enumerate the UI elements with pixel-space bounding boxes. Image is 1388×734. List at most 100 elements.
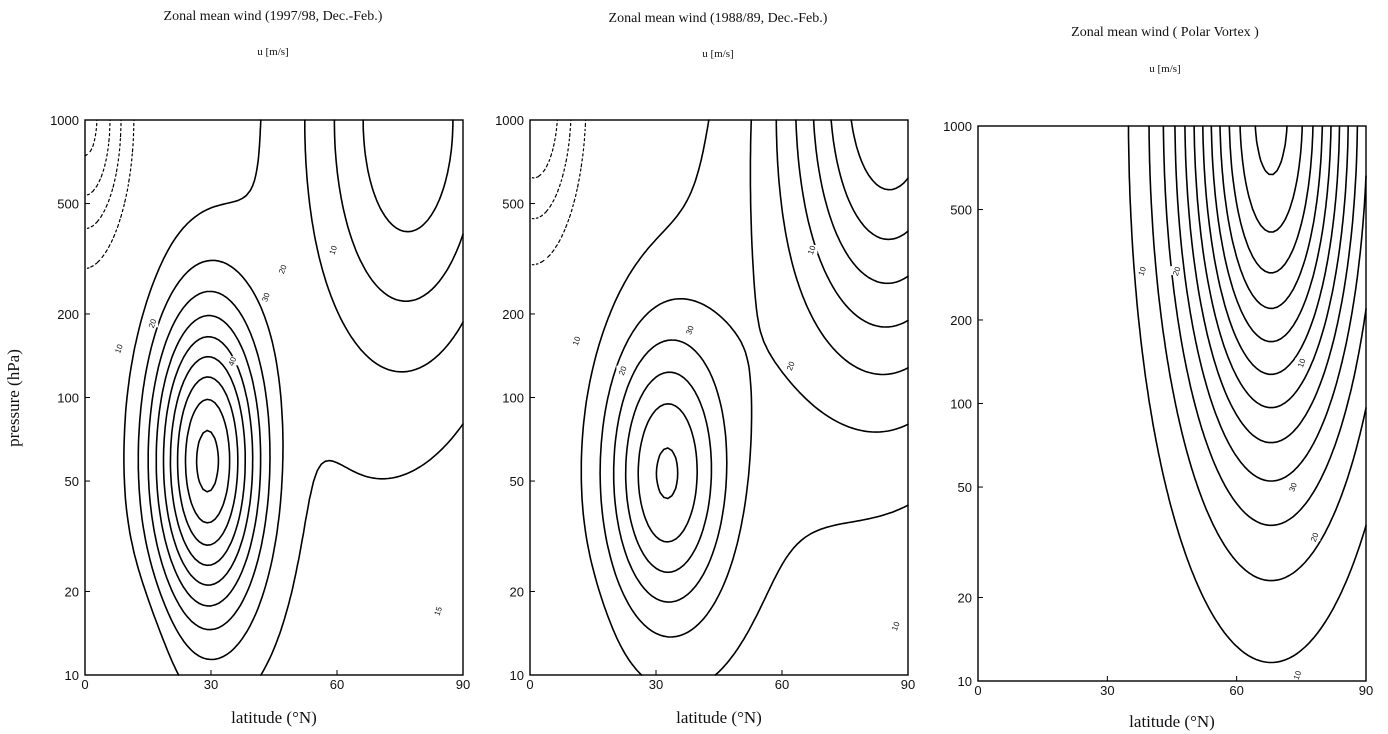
y-tick-label: 10 [958,674,972,689]
panel-3-contours: 10 20 10 20 30 10 [1127,125,1367,681]
panel-2: Zonal mean wind (1988/89, Dec.-Feb.) u [… [495,11,915,727]
panel-3-subtitle: u [m/s] [1149,63,1180,75]
panel-3-frame [977,125,1367,682]
y-tick-label: 200 [57,307,79,322]
contour-line-pos20 [1174,125,1367,482]
x-tick-label: 90 [901,677,915,692]
contour-line-neg15 [84,119,111,197]
contour-line-pos35 [1202,125,1341,376]
x-tick-label: 60 [1229,683,1243,698]
contour-label-bg [784,360,797,370]
contour-line-pos50 [1228,125,1314,274]
contour-line-pos25 [1184,125,1359,444]
contour-line-pos40 [1210,125,1332,343]
contour-label: 20 [147,317,159,329]
contour-line-pos30 [655,119,909,500]
contour-line-pos10 [137,119,464,661]
contour-label: 10 [890,620,902,632]
contour-line-neg5 [529,119,587,266]
y-tick-label: 1000 [50,113,79,128]
y-tick-label: 100 [502,391,524,406]
contour-label-bg [1295,357,1308,367]
contour-line-neg10 [529,119,572,220]
y-tick-label: 1000 [495,113,524,128]
panel-3: Zonal mean wind ( Polar Vortex ) u [m/s]… [943,25,1373,731]
y-tick-label: 500 [502,197,524,212]
contour-label-bg [326,245,339,255]
contour-label: 10 [1137,265,1149,277]
contour-line-pos5 [580,119,909,676]
contour-line-pos35 [176,376,239,546]
x-tick-label: 30 [204,677,218,692]
panel-2-contours: 10 20 30 20 10 10 [529,119,909,676]
contour-label: 20 [1171,265,1183,277]
y-tick-label: 100 [57,391,79,406]
contour-label: 15 [433,605,445,617]
panel-2-x-axis-label: latitude (°N) [676,708,762,727]
contour-line-pos30 [169,355,246,567]
contour-line-pos20 [624,119,909,574]
contour-label: 20 [785,360,797,372]
contour-label: 10 [113,343,125,355]
contour-label-bg [1291,670,1304,680]
panel-3-ticks: 0 30 60 90 10 20 50 100 200 500 1000 [943,119,1373,698]
contour-line-pos40 [184,398,231,524]
contour-label: 30 [260,291,272,303]
contour-label: 30 [684,324,696,336]
contour-label: 40 [227,355,239,367]
contour-label: 10 [1292,669,1304,681]
panel-1-contours: 10 20 40 30 20 10 15 [84,119,464,676]
contour-line-pos15 [1162,125,1367,527]
contour-label-bg [226,356,238,366]
y-tick-label: 1000 [943,119,972,134]
panel-2-ticks: 0 30 60 90 10 20 50 100 200 500 1000 [495,113,915,692]
panel-3-x-axis-label: latitude (°N) [1129,712,1215,731]
contour-label-bg [276,264,289,274]
y-tick-label: 500 [950,203,972,218]
y-axis-label: pressure (hPa) [4,349,23,447]
x-tick-label: 60 [775,677,789,692]
y-tick-label: 100 [950,397,972,412]
y-tick-label: 20 [65,584,79,599]
y-tick-label: 10 [65,668,79,683]
y-tick-label: 50 [65,474,79,489]
contour-label: 10 [571,335,583,347]
contour-label-bg [146,318,159,328]
contour-line-pos55 [1239,125,1303,233]
y-tick-label: 500 [57,197,79,212]
contour-label: 10 [806,244,818,256]
x-tick-label: 90 [456,677,470,692]
contour-line-pos10 [1148,125,1367,582]
contour-label-bg [570,335,583,345]
contour-label: 30 [1287,481,1299,493]
panel-1-x-axis-label: latitude (°N) [231,708,317,727]
y-tick-label: 20 [958,590,972,605]
contour-line-pos30 [1193,125,1349,409]
panel-1: Zonal mean wind (1997/98, Dec.-Feb.) u [… [50,9,470,727]
contour-label-bg [1286,482,1299,492]
x-tick-label: 0 [81,677,88,692]
contour-line-neg20 [84,119,98,157]
panel-1-subtitle: u [m/s] [257,46,288,58]
contour-label-bg [805,245,818,255]
y-tick-label: 50 [510,474,524,489]
contour-line-neg5 [84,119,135,270]
contour-line-pos10 [599,119,909,638]
y-tick-label: 20 [510,584,524,599]
x-tick-label: 90 [1359,683,1373,698]
contour-line-pos15 [612,119,909,603]
contour-label: 20 [617,365,629,377]
contour-line-pos35 [850,119,909,191]
contour-line-pos15 [147,119,464,631]
contour-label-bg [431,606,444,616]
y-tick-label: 10 [510,668,524,683]
contour-label-bg [889,621,902,631]
y-tick-label: 200 [502,307,524,322]
contour-line-neg15 [529,119,558,179]
contour-label-bg [1308,532,1321,542]
panel-1-ticks: 0 30 60 90 10 20 50 100 200 500 1000 [50,113,470,692]
contour-label-bg [1135,266,1148,276]
x-tick-label: 0 [526,677,533,692]
contour-line-pos25 [637,119,909,543]
